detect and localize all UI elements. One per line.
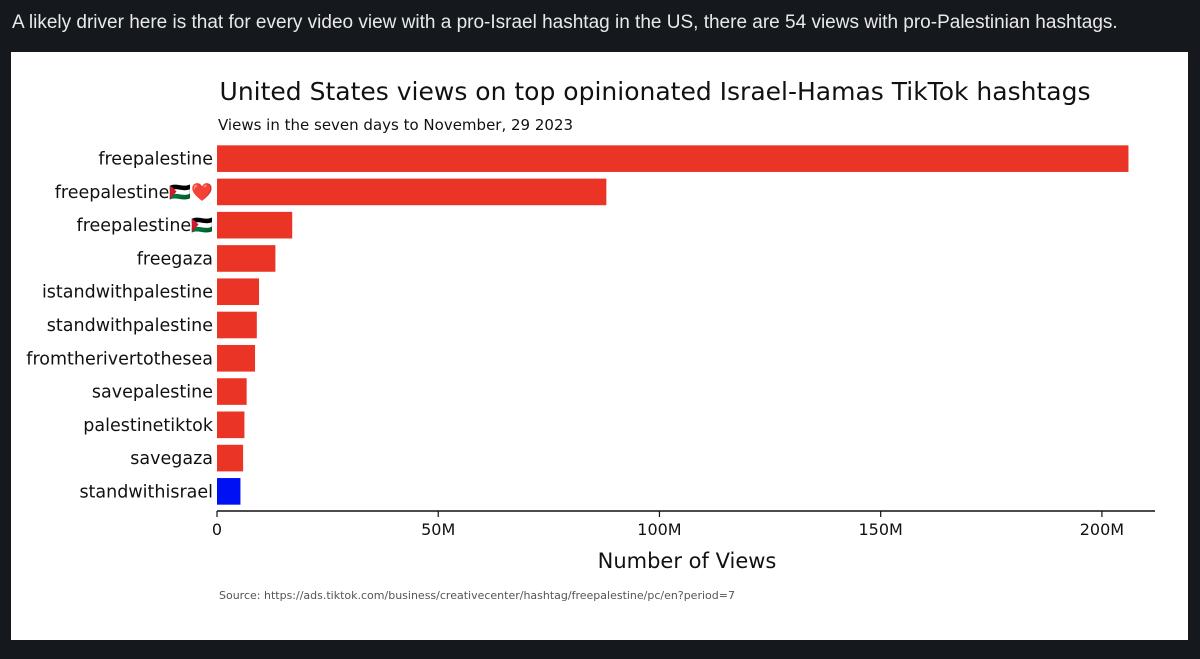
category-label-9: palestinetiktok — [83, 416, 214, 436]
category-label-4: freegaza — [137, 249, 213, 269]
bar-1 — [217, 145, 1129, 172]
category-label-7: fromtherivertothesea — [26, 349, 213, 369]
x-tick-label-1: 0 — [212, 520, 222, 539]
x-tick-label-3: 100M — [637, 520, 681, 539]
category-label-11: standwithisrael — [79, 482, 213, 502]
bar-5 — [217, 278, 260, 306]
x-tick-label-5: 200M — [1080, 520, 1124, 539]
x-tick-label-4: 150M — [859, 520, 903, 539]
bar-4 — [217, 245, 276, 272]
post-caption: A likely driver here is that for every v… — [12, 12, 1118, 33]
category-labels: freepalestine freepalestine🇵🇸❤️ freepalest… — [26, 150, 214, 503]
source-note: Source: https://ads.tiktok.com/business/… — [219, 589, 735, 602]
bar-10 — [217, 444, 244, 472]
bars-group — [217, 145, 1129, 505]
chart-subtitle: Views in the seven days to November, 29 … — [218, 116, 573, 134]
category-label-6: standwithpalestine — [47, 316, 213, 336]
category-label-8: savepalestine — [92, 383, 213, 403]
bar-6 — [217, 311, 257, 339]
chart-title: United States views on top opinionated I… — [220, 77, 1091, 106]
bar-11 — [217, 478, 241, 505]
category-label-1: freepalestine — [98, 150, 213, 170]
x-tick-label-2: 50M — [421, 520, 455, 539]
bar-chart: United States views on top opinionated I… — [26, 77, 1155, 602]
category-label-5: istandwithpalestine — [42, 283, 213, 303]
bar-2 — [217, 178, 607, 206]
bar-7 — [217, 344, 256, 372]
x-axis-ticks: 0 50M 100M 150M 200M — [212, 511, 1124, 539]
chart-card: United States views on top opinionated I… — [11, 52, 1188, 640]
x-axis-title: Number of Views — [598, 549, 777, 573]
category-label-10: savegaza — [130, 449, 213, 469]
bar-9 — [217, 411, 245, 439]
category-label-3: freepalestine🇵🇸 — [77, 216, 214, 236]
bar-8 — [217, 378, 247, 405]
category-label-2: freepalestine🇵🇸❤️ — [55, 182, 213, 203]
bar-3 — [217, 211, 293, 239]
